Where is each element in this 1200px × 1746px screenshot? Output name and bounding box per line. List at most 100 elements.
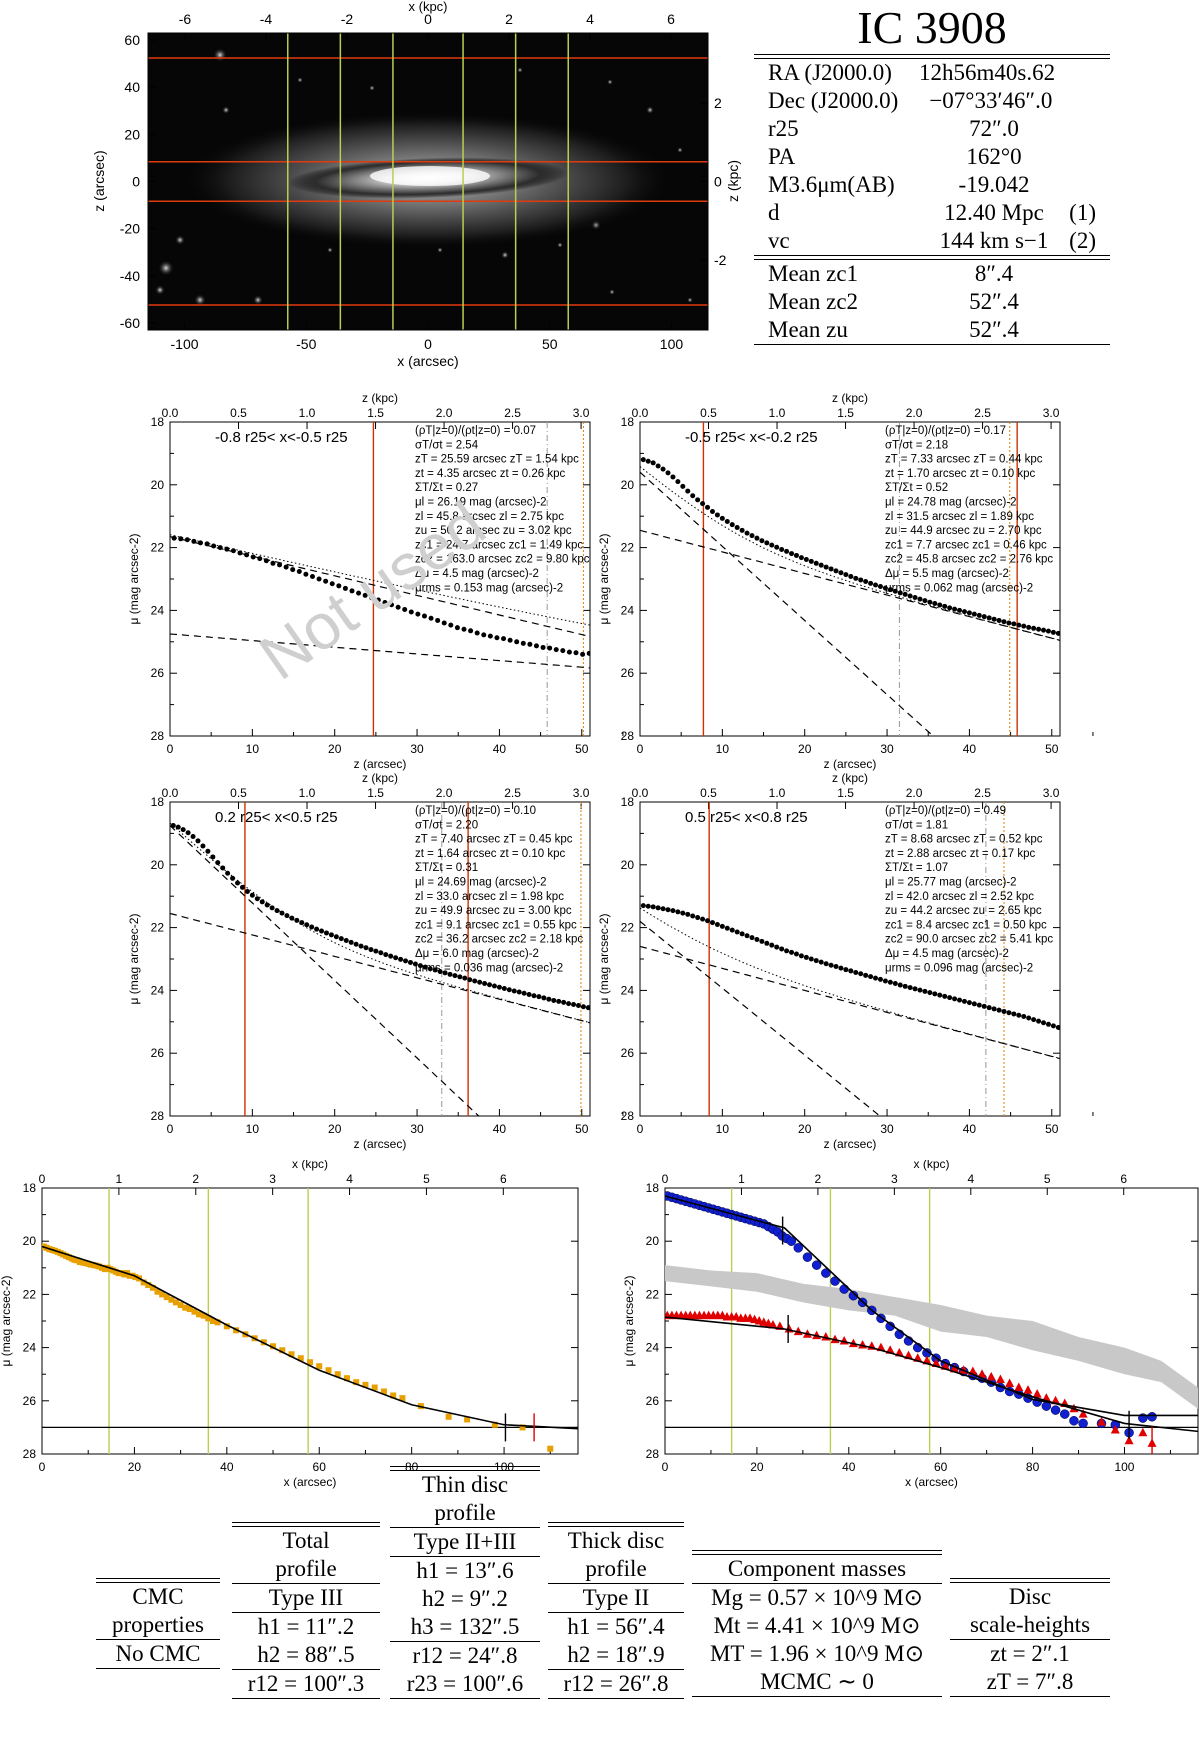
data-point [660,906,666,912]
y-axis-label: μ (mag arcsec-2) [622,1276,636,1367]
y-tick-label: 20 [646,1234,660,1248]
data-point [561,999,567,1005]
right-axis-label: z (kpc) [725,160,741,202]
data-point [823,564,829,570]
x-tick-label: 60 [934,1460,948,1474]
x-tick-label: 40 [842,1460,856,1474]
data-point-square [163,1294,170,1301]
thick-disc-curve [170,633,590,669]
data-point [655,905,661,911]
x-tick-label: 10 [716,742,730,756]
top-tick-label: 3.0 [573,786,590,800]
y-tick-label: 60 [124,32,140,48]
y-tick-label: 22 [621,541,635,555]
data-point [395,604,401,610]
vertical-profile-plot-2: 0 10 20 30 40 50 18 20 22 24 26 28 0.0 0.5 1.0 1.5 2.0 2.… [597,391,1094,771]
top-tick-label: 5 [1044,1172,1051,1186]
data-point [349,588,355,594]
data-point [739,527,745,533]
top-tick-label: 0 [424,11,432,27]
table-rule [754,344,1110,345]
plot-range-title: -0.5 r25< x<-0.2 r25 [685,429,818,446]
data-point [531,993,537,999]
top-tick-label: 1.0 [299,406,316,420]
background-star [155,285,165,295]
data-point-square [214,1319,221,1326]
data-point [729,927,735,933]
top-tick-label: 0.5 [700,406,717,420]
y-tick-label: 26 [646,1394,660,1408]
data-point [1050,1023,1056,1029]
data-point [427,966,433,972]
data-point [220,865,226,871]
top-tick-label: 6 [1120,1172,1127,1186]
y-axis-label: μ (mag arcsec-2) [597,534,611,625]
info-ref: (2) [1069,228,1096,253]
info-label: vc [768,228,790,253]
top-tick-label: 1 [116,1172,123,1186]
plot-range-title: 0.5 r25< x<0.8 r25 [685,809,808,826]
y-axis-label: μ (mag arcsec-2) [127,534,141,625]
data-point-circle [848,1290,859,1301]
top-axis-label: z (kpc) [362,771,398,785]
data-point [774,544,780,550]
info-label: Mean zc2 [768,289,859,314]
data-point [655,463,661,469]
data-point [705,504,711,510]
data-point [868,974,874,980]
heights-header-2: scale-heights [969,1612,1091,1637]
data-point [329,581,335,587]
data-point [290,567,296,573]
data-point [296,568,302,574]
top-tick-label: 2.0 [436,406,453,420]
info-rows: RA (J2000.0) 12h56m40s.62 Dec (J2000.0) −07… [754,59,1110,255]
thick-r12: r12 = 26″.8 [563,1671,669,1696]
plot-content [640,802,1060,1116]
y-tick-label: 22 [646,1287,660,1301]
data-point [417,963,423,969]
data-point-triangle [1138,1427,1148,1437]
data-point-square [270,1343,277,1350]
fit-annotation: (ρT|z=0)/(ρt|z=0) = 0.49 [885,805,1006,817]
top-tick-label: 0.0 [632,786,649,800]
data-point-square [149,1284,156,1291]
data-point-circle [1069,1416,1079,1426]
total-fit-curve [640,907,1060,1059]
fit-annotation: zl = 33.0 arcsec zl = 1.98 kpc [415,891,564,903]
data-point [388,953,394,959]
mass-cmc: MCMC ∼ 0 [760,1669,874,1694]
data-point [191,538,197,544]
data-point [398,956,404,962]
data-point [540,644,546,650]
info-value: 12.40 Mpc [944,200,1044,225]
data-point [516,989,522,995]
data-point [435,617,441,623]
cmc-header-1: CMC [132,1584,184,1609]
data-point [660,466,666,472]
info-label: PA [768,144,796,169]
x-tick-label: 40 [220,1460,234,1474]
y-tick-label: 26 [621,666,635,680]
y-tick-label: 18 [621,415,635,429]
data-point [947,605,953,611]
info-label: M3.6μm(AB) [768,172,895,197]
data-point [342,585,348,591]
info-label: r25 [768,116,799,141]
data-point [991,1006,997,1012]
fit-annotation: σT/σt = 2.54 [415,439,479,451]
data-point [277,562,283,568]
x-tick-label: 20 [750,1460,764,1474]
x-tick-label: 50 [575,1122,589,1136]
y-tick-label: 28 [151,1109,165,1123]
fit-annotation: (ρT|z=0)/(ρt|z=0) = 0.07 [415,425,536,437]
height-thick: zT = 7″.8 [986,1669,1074,1694]
data-point [571,1002,577,1008]
data-point-square [186,1306,193,1313]
data-point [389,602,395,608]
fit-annotation: zu = 44.2 arcsec zu = 2.65 kpc [885,905,1042,917]
x-axis-label: z (arcsec) [824,757,877,771]
data-point [336,583,342,589]
data-point [1001,619,1007,625]
data-point [481,632,487,638]
top-tick-label: 1 [738,1172,745,1186]
